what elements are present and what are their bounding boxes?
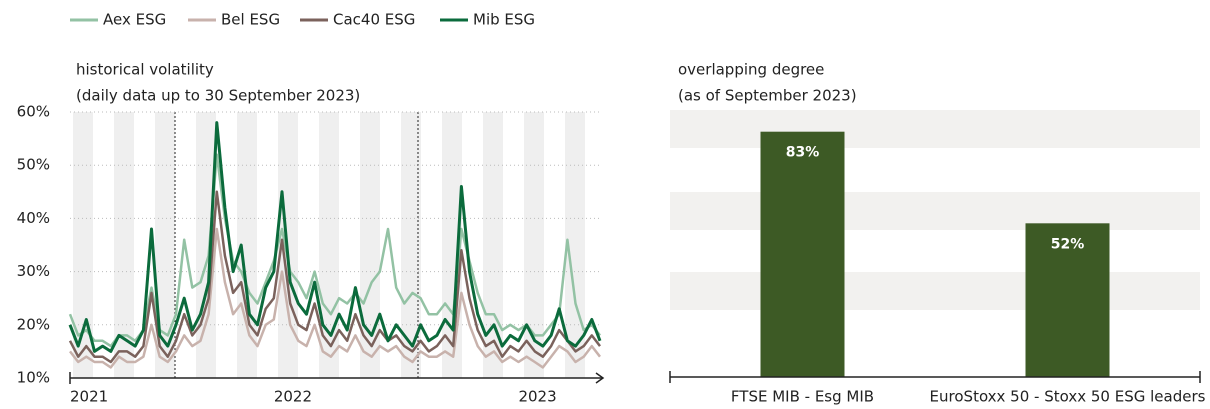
- month-band: [319, 112, 339, 378]
- month-band: [483, 112, 503, 378]
- grid-band: [670, 192, 1200, 230]
- x-tick-label: 2021: [70, 388, 108, 406]
- series-line: [68, 121, 602, 353]
- legend-label: Aex ESG: [103, 11, 166, 29]
- x-tick-label: FTSE MIB - Esg MIB: [731, 388, 874, 406]
- left-title: historical volatility: [76, 61, 214, 79]
- x-tick-label: 2022: [274, 388, 312, 406]
- month-band: [155, 112, 175, 378]
- x-tick-label: EuroStoxx 50 - Stoxx 50 ESG leaders: [930, 388, 1206, 406]
- grid-band: [670, 110, 1200, 148]
- month-band: [565, 112, 585, 378]
- y-tick-label: 60%: [17, 103, 50, 121]
- month-band: [360, 112, 380, 378]
- bar: [760, 131, 845, 377]
- month-band: [73, 112, 93, 378]
- grid-band: [670, 272, 1200, 310]
- left-subtitle: (daily data up to 30 September 2023): [76, 87, 360, 105]
- legend-label: Mib ESG: [473, 11, 535, 29]
- background-bands: [73, 110, 1200, 378]
- x-tick-label: 2023: [518, 388, 556, 406]
- legend-label: Bel ESG: [221, 11, 280, 29]
- series-line: [69, 227, 601, 369]
- y-tick-label: 50%: [17, 156, 50, 174]
- legend-label: Cac40 ESG: [333, 11, 415, 29]
- value-label: 52%: [1051, 236, 1085, 252]
- series-line: [68, 190, 601, 364]
- right-title: overlapping degree: [678, 61, 824, 79]
- month-band: [524, 112, 544, 378]
- y-tick-label: 40%: [17, 209, 50, 227]
- y-tick-label: 20%: [17, 315, 50, 333]
- x-axis-arrow: [595, 372, 605, 384]
- y-tick-label: 10%: [17, 369, 50, 387]
- right-subtitle: (as of September 2023): [678, 87, 857, 105]
- y-tick-label: 30%: [17, 262, 50, 280]
- month-band: [114, 112, 134, 378]
- bar: [1025, 223, 1110, 377]
- month-band: [401, 112, 421, 378]
- value-label: 83%: [786, 145, 820, 161]
